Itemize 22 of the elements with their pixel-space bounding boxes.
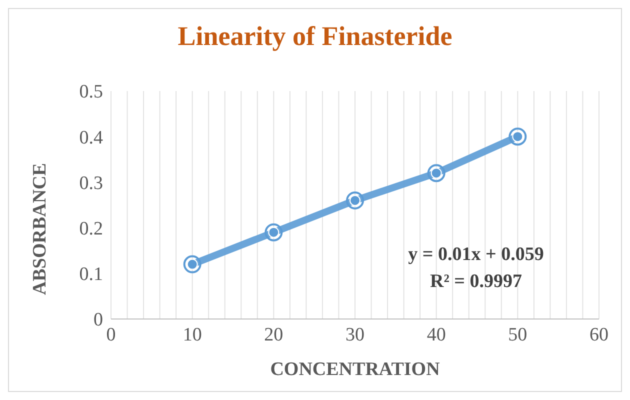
y-tick-label: 0.1 xyxy=(79,264,103,286)
y-tick-label: 0.2 xyxy=(79,218,103,240)
x-tick-label: 60 xyxy=(590,324,608,346)
point xyxy=(427,164,446,182)
point xyxy=(264,223,283,242)
annotation: R² = 0.9997 xyxy=(429,270,523,294)
point xyxy=(183,255,202,274)
x-axis-title: CONCENTRATION xyxy=(270,359,440,380)
y-tick-label: 0.4 xyxy=(79,127,104,148)
x-tick-label: 50 xyxy=(508,324,528,346)
chart-title: Linearity of Finasteride xyxy=(176,21,454,52)
y-tick-label: 0 xyxy=(94,310,103,331)
y-tick-label: 0.3 xyxy=(79,172,103,194)
x-tick-label: 40 xyxy=(426,324,446,346)
x-tick-label: 20 xyxy=(264,324,284,346)
x-tick-label: 30 xyxy=(346,324,364,346)
x-tick-label: 10 xyxy=(182,324,202,346)
annotation: y = 0.01x + 0.059 xyxy=(407,243,545,267)
y-axis-title: ABSORBANCE xyxy=(30,163,51,295)
y-tick-label: 0.5 xyxy=(79,82,103,103)
point xyxy=(346,191,364,210)
point xyxy=(508,128,527,146)
